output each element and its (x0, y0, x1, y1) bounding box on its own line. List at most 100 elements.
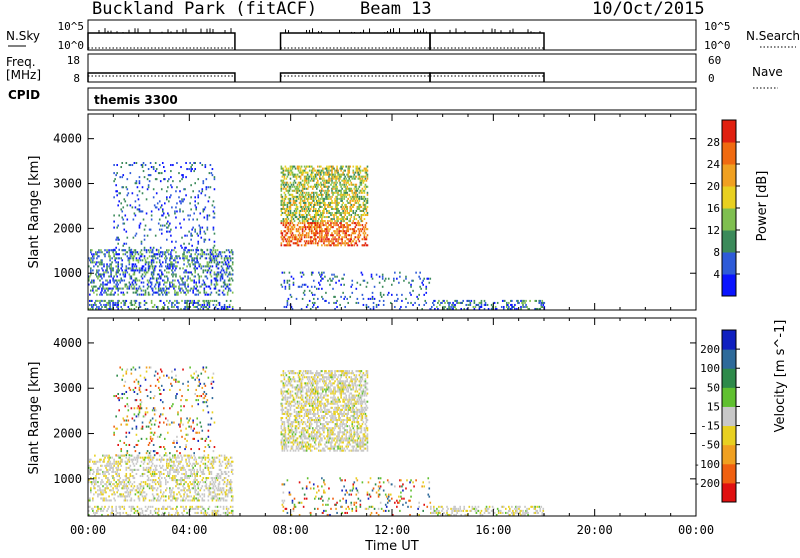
power-echo (96, 306, 98, 308)
power-echo (283, 168, 285, 170)
power-echo (203, 269, 205, 271)
power-echo (133, 219, 135, 221)
power-echo (227, 306, 229, 308)
power-echo (161, 233, 163, 235)
power-echo (382, 278, 384, 280)
power-echo (331, 182, 333, 184)
power-echo (343, 208, 345, 210)
power-echo (288, 168, 290, 170)
power-echo (329, 178, 331, 180)
power-echo (332, 278, 334, 280)
power-echo (179, 275, 181, 277)
power-echo (227, 286, 229, 288)
velocity-echo (95, 491, 97, 493)
velocity-echo (212, 479, 214, 481)
velocity-echo (160, 489, 162, 491)
power-echo (138, 198, 140, 200)
power-echo (299, 184, 301, 186)
power-echo (130, 164, 132, 166)
velocity-echo (217, 497, 219, 499)
power-echo (210, 300, 212, 302)
power-echo (210, 251, 212, 253)
power-echo (396, 300, 398, 302)
power-echo (232, 280, 234, 282)
power-echo (123, 223, 125, 225)
velocity-echo (216, 499, 218, 501)
power-echo (335, 238, 337, 240)
power-echo (321, 240, 323, 242)
power-echo (209, 302, 211, 304)
velocity-echo (193, 469, 195, 471)
power-echo (112, 277, 114, 279)
power-echo (363, 214, 365, 216)
power-ytick-label: 2000 (53, 221, 82, 235)
velocity-echo (157, 487, 159, 489)
velocity-echo (180, 495, 182, 497)
power-echo (322, 278, 324, 280)
power-echo (336, 186, 338, 188)
velocity-echo (201, 459, 203, 461)
power-echo (127, 178, 129, 180)
power-echo (474, 300, 476, 302)
velocity-echo (180, 483, 182, 485)
power-echo (97, 251, 99, 253)
velocity-echo (116, 463, 118, 465)
freq-left-tick-bottom: 8 (73, 72, 80, 85)
power-echo (232, 251, 234, 253)
velocity-echo (176, 479, 178, 481)
velocity-echo (115, 506, 117, 508)
power-echo (169, 267, 171, 269)
power-echo (291, 240, 293, 242)
noise-left-label: N.Sky (6, 29, 40, 43)
power-echo (116, 172, 118, 174)
power-echo (312, 306, 314, 308)
power-echo (420, 288, 422, 290)
velocity-echo (155, 467, 157, 469)
power-echo (343, 216, 345, 218)
power-echo (343, 220, 345, 222)
power-echo (513, 306, 515, 308)
power-echo (194, 200, 196, 202)
power-echo (134, 304, 136, 306)
power-echo (121, 216, 123, 218)
velocity-echo (92, 497, 94, 499)
velocity-echo (167, 471, 169, 473)
power-echo (322, 168, 324, 170)
power-echo (363, 198, 365, 200)
power-echo (349, 220, 351, 222)
power-echo (321, 190, 323, 192)
power-echo (156, 261, 158, 263)
velocity-echo (177, 512, 179, 514)
power-echo (385, 278, 387, 280)
power-echo (293, 284, 295, 286)
power-echo (321, 178, 323, 180)
power-echo (226, 263, 228, 265)
power-echo (316, 194, 318, 196)
power-echo (122, 206, 124, 208)
velocity-echo (137, 485, 139, 487)
power-echo (300, 240, 302, 242)
velocity-echo (208, 508, 210, 510)
power-echo (227, 259, 229, 261)
velocity-echo (89, 471, 91, 473)
power-echo (91, 304, 93, 306)
velocity-echo (134, 485, 136, 487)
power-echo (223, 269, 225, 271)
power-echo (214, 212, 216, 214)
power-echo (322, 216, 324, 218)
power-echo (122, 271, 124, 273)
power-echo (171, 273, 173, 275)
power-echo (183, 249, 185, 251)
velocity-echo (152, 471, 154, 473)
velocity-echo (215, 479, 217, 481)
power-echo (214, 216, 216, 218)
velocity-echo (185, 471, 187, 473)
velocity-echo (142, 457, 144, 459)
power-echo (171, 186, 173, 188)
power-echo (144, 271, 146, 273)
power-echo (171, 261, 173, 263)
power-echo (327, 244, 329, 246)
power-echo (313, 206, 315, 208)
velocity-echo (97, 481, 99, 483)
power-echo (157, 202, 159, 204)
